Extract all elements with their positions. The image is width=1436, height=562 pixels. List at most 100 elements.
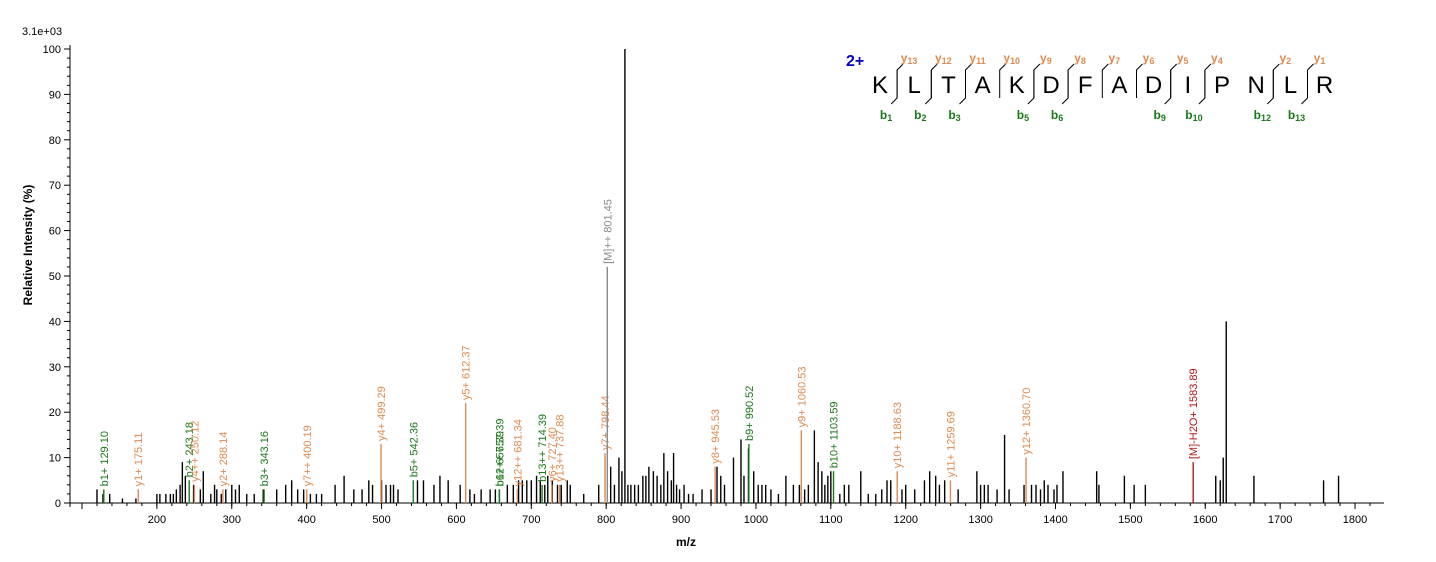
x-tick-label: 300	[223, 514, 241, 526]
y-ion-label: y8	[1074, 51, 1086, 66]
peak-label: [M]++ 801.45	[602, 199, 614, 264]
b-ion-label: b9	[1154, 108, 1166, 123]
x-tick-label: 1600	[1193, 514, 1217, 526]
y-tick-label: 10	[49, 453, 61, 465]
sequence-residue: A	[1111, 72, 1127, 99]
y-cleavage-mark	[1170, 63, 1178, 98]
sequence-residue: R	[1316, 72, 1333, 99]
x-tick-label: 1300	[968, 514, 992, 526]
b-cleavage-mark	[1061, 70, 1069, 105]
y-ion-label: y10	[1003, 51, 1020, 66]
b-cleavage-mark	[1266, 70, 1274, 105]
peak-label: y4++ 250.12	[189, 421, 201, 482]
peak-label: b1+ 129.10	[99, 431, 111, 486]
peak-label: y5+ 612.37	[461, 345, 473, 400]
peak-label: y12+ 1360.70	[1021, 388, 1033, 455]
peak-label: b2+ 243.18	[184, 422, 196, 477]
x-tick-label: 900	[672, 514, 690, 526]
sequence-residue: N	[1248, 72, 1265, 99]
peak-label: y13++ 737.88	[555, 415, 567, 482]
b-cleavage-mark	[1027, 70, 1035, 105]
y-cleavage-mark	[930, 63, 938, 98]
peak-label: [M]-H2O+ 1583.89	[1188, 368, 1200, 459]
y-ion-label: y7	[1108, 51, 1120, 66]
peak-label: y6+ 727.40	[547, 427, 559, 482]
peak-label: y10+ 1188.63	[892, 402, 904, 468]
y-tick-label: 30	[49, 362, 61, 374]
y-tick-label: 70	[49, 180, 61, 192]
y-cleavage-mark	[896, 63, 904, 98]
y-ion-label: y1	[1314, 51, 1326, 66]
peak-label: y9+ 1060.53	[796, 366, 808, 427]
sequence-residue: D	[1042, 72, 1059, 99]
b-cleavage-mark	[1164, 70, 1172, 105]
x-tick-label: 600	[447, 514, 465, 526]
peak-label: y7++ 400.19	[302, 425, 314, 486]
x-tick-label: 400	[297, 514, 315, 526]
sequence-residue: K	[1009, 72, 1025, 99]
y-cleavage-mark	[999, 63, 1007, 98]
y-ion-label: y12	[935, 51, 952, 66]
sequence-residue: I	[1184, 72, 1191, 99]
peak-label: y12++ 681.34	[512, 419, 524, 486]
peak-label: b13++ 714.39	[537, 414, 549, 482]
x-tick-label: 1100	[819, 514, 843, 526]
b-ion-label: b12	[1254, 108, 1271, 123]
y-tick-label: 60	[49, 226, 61, 238]
peak-label: y2+ 288.14	[218, 432, 230, 487]
y-cleavage-mark	[1101, 63, 1109, 98]
y-tick-label: 50	[49, 271, 61, 283]
x-tick-label: 1000	[744, 514, 768, 526]
y-tick-label: 80	[49, 135, 61, 147]
y-tick-label: 90	[49, 89, 61, 101]
sequence-residue: P	[1214, 72, 1230, 99]
peak-label: y8+ 945.53	[710, 409, 722, 464]
x-tick-label: 800	[597, 514, 615, 526]
y-tick-label: 40	[49, 316, 61, 328]
b-cleavage-mark	[1198, 70, 1206, 105]
x-tick-label: 1500	[1118, 514, 1142, 526]
sequence-residue: T	[941, 72, 956, 99]
y-ion-label: y6	[1143, 51, 1155, 66]
y-tick-label: 0	[55, 498, 61, 510]
y-ion-label: y11	[969, 51, 985, 66]
x-tick-label: 200	[148, 514, 166, 526]
peak-label: b9+ 990.52	[744, 386, 756, 441]
y-ion-label: y5	[1177, 51, 1189, 66]
b-cleavage-mark	[959, 70, 966, 105]
y-ion-label: y9	[1040, 51, 1052, 66]
peak-label: b5+ 542.36	[408, 422, 420, 477]
b-ion-label: b10	[1185, 108, 1202, 123]
y-cleavage-mark	[1272, 63, 1280, 98]
y-axis-label: Relative Intensity (%)	[21, 185, 35, 306]
sequence-residue: L	[908, 72, 921, 99]
x-tick-label: 1200	[893, 514, 917, 526]
y-cleavage-mark	[1204, 63, 1212, 98]
b-ion-label: b2	[914, 108, 926, 123]
sequence-residue: K	[872, 72, 888, 99]
b-ion-label: b5	[1017, 108, 1029, 123]
peak-label: b6+ 657.39	[494, 431, 506, 486]
b-cleavage-mark	[1301, 70, 1308, 105]
peak-label: y7+ 798.44	[600, 395, 612, 450]
sequence-residue: L	[1284, 72, 1297, 99]
b-ion-label: b3	[948, 108, 960, 123]
peak-label: y1+ 175.11	[133, 432, 145, 486]
x-tick-label: 1800	[1343, 514, 1367, 526]
x-tick-label: 700	[522, 514, 540, 526]
b-ion-label: b1	[880, 108, 892, 123]
sequence-residue: A	[975, 72, 991, 99]
y-ion-label: y13	[901, 51, 918, 66]
sequence-residue: D	[1145, 72, 1162, 99]
x-tick-label: 1400	[1043, 514, 1067, 526]
y-cleavage-mark	[1136, 63, 1143, 98]
y-tick-label: 20	[49, 407, 61, 419]
y-cleavage-mark	[965, 63, 972, 98]
x-tick-label: 500	[372, 514, 390, 526]
y-ion-label: y4	[1211, 51, 1223, 66]
peak-label: b10+ 1103.59	[829, 401, 841, 468]
y-cleavage-mark	[1033, 63, 1041, 98]
b-ion-label: b6	[1051, 108, 1063, 123]
